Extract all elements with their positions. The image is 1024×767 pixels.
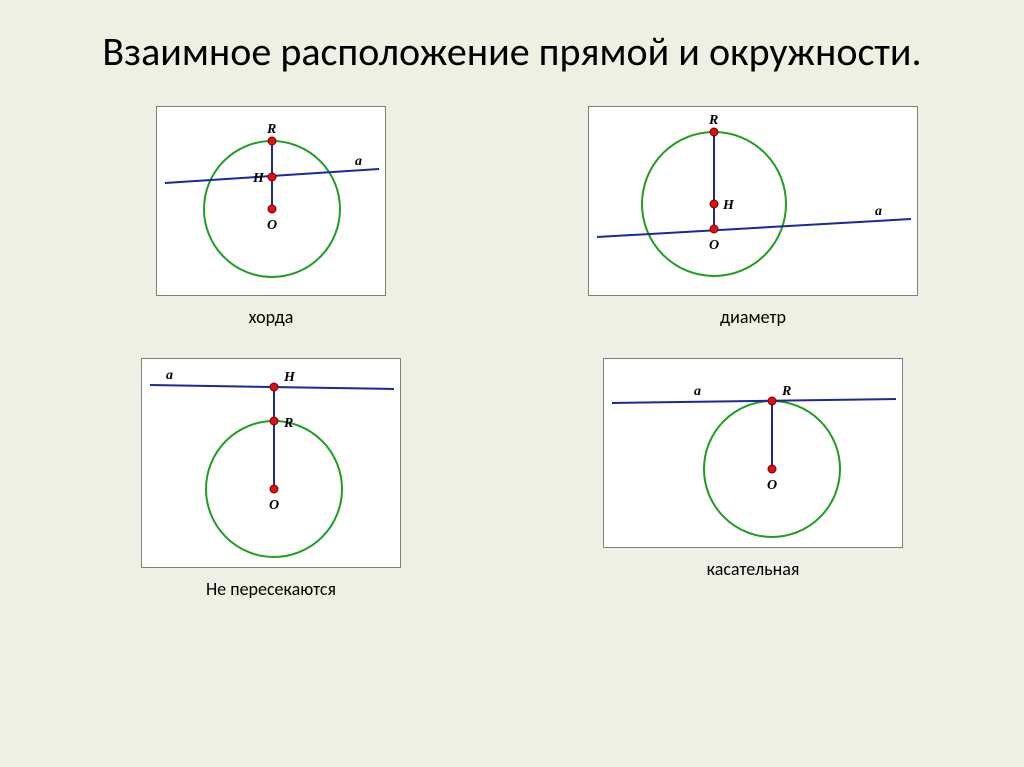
svg-text:H: H bbox=[283, 370, 296, 385]
diagram-nointersect: O R Ha bbox=[142, 359, 402, 569]
diagram-chord: O H Ra bbox=[157, 107, 387, 297]
diagram-diameter: O H Ra bbox=[589, 107, 919, 297]
cell-tangent: O Ra касательная bbox=[552, 358, 954, 600]
caption-chord: хорда bbox=[249, 306, 294, 328]
panel-nointersect: O R Ha bbox=[141, 358, 401, 568]
panel-chord: O H Ra bbox=[156, 106, 386, 296]
cell-chord: O H Ra хорда bbox=[70, 106, 472, 328]
svg-text:a: a bbox=[355, 154, 362, 169]
svg-text:R: R bbox=[283, 416, 293, 431]
svg-text:a: a bbox=[166, 368, 173, 383]
caption-diameter: диаметр bbox=[720, 306, 786, 328]
caption-nointersect: Не пересекаются bbox=[206, 578, 336, 600]
svg-text:H: H bbox=[252, 171, 265, 186]
cell-nointersect: O R Ha Не пересекаются bbox=[70, 358, 472, 600]
panel-diameter: O H Ra bbox=[588, 106, 918, 296]
svg-text:R: R bbox=[266, 122, 276, 137]
svg-text:O: O bbox=[767, 478, 777, 493]
svg-text:O: O bbox=[709, 238, 719, 253]
caption-tangent: касательная bbox=[707, 558, 800, 580]
diagram-tangent: O Ra bbox=[604, 359, 904, 549]
diagram-grid: O H Ra хорда O H Ra диаметр O R Ha Не пересека… bbox=[0, 76, 1024, 600]
page-title: Взаимное расположение прямой и окружност… bbox=[0, 0, 1024, 76]
panel-tangent: O Ra bbox=[603, 358, 903, 548]
svg-text:a: a bbox=[875, 204, 882, 219]
svg-text:a: a bbox=[694, 384, 701, 399]
svg-text:O: O bbox=[267, 218, 277, 233]
svg-text:R: R bbox=[708, 113, 718, 128]
svg-text:O: O bbox=[269, 498, 279, 513]
svg-text:H: H bbox=[722, 198, 735, 213]
svg-text:R: R bbox=[781, 384, 791, 399]
cell-diameter: O H Ra диаметр bbox=[552, 106, 954, 328]
